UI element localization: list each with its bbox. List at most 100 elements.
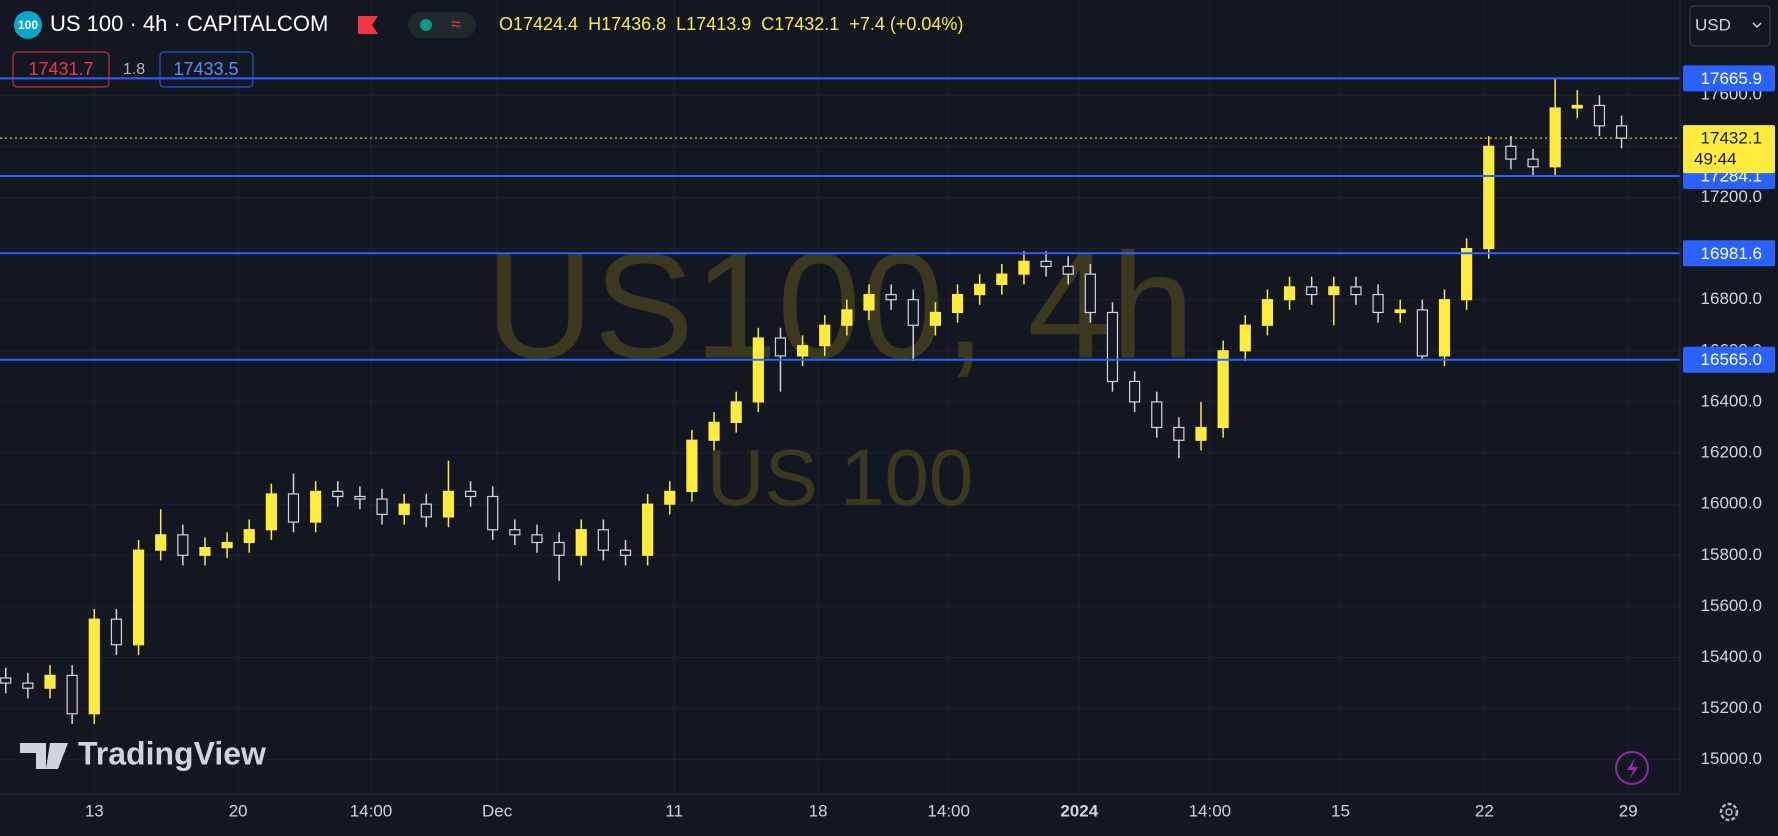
candle-body [132,549,145,646]
sell-button[interactable] [12,51,110,88]
candle-body [398,503,410,515]
buy-button[interactable] [159,51,254,88]
buy-price[interactable]: 17433.5 [173,59,238,79]
candle-body [553,541,565,556]
y-tick-label: 15600.0 [1701,596,1762,615]
candle-body [221,541,233,549]
plot [0,77,1680,724]
lightning-button[interactable] [1615,751,1649,785]
sell-price[interactable]: 17431.7 [28,59,93,79]
candle-body [664,490,676,505]
candle-body [1328,286,1340,296]
candle-body [597,529,609,551]
currency-caret [1752,22,1762,29]
candle-body [1062,265,1074,275]
lightning-icon [1627,758,1638,779]
candle-body [1483,145,1495,250]
candle-body [929,311,941,326]
candle-body [88,618,100,715]
candle-body [1394,309,1406,314]
candle-body [354,495,366,500]
candle-body [22,682,34,689]
level-tag [1683,240,1775,267]
countdown: 49:44 [1694,150,1737,169]
candle-body [376,498,388,515]
settings-button[interactable] [1719,802,1739,822]
candle-body [1350,286,1362,296]
candle-body [619,549,632,556]
logo-dot [53,744,63,754]
candle-body [1549,107,1561,168]
candle-body [1261,299,1274,326]
candle-body [575,529,587,556]
watermark-subtitle: US 100 [707,433,974,522]
watermark-title: US100, 4h [486,222,1195,390]
x-tick-label: 29 [1619,801,1638,820]
candle-body [1593,104,1606,127]
candle-body [907,299,919,326]
ohlc-value: O17424.4 [499,14,578,34]
level-label: 16565.0 [1701,350,1762,369]
y-tick-label: 16400.0 [1701,391,1762,410]
y-tick-label: 17200.0 [1701,187,1762,206]
candle-body [642,503,654,556]
candle-body [1173,426,1185,441]
candle-body [1151,401,1163,429]
candle-body [752,337,764,403]
x-tick-label: 14:00 [1189,801,1232,820]
candle-body [708,421,720,441]
ohlc-value: +7.4 (+0.04%) [849,14,963,34]
candle-body [885,293,897,301]
candle-body [951,293,964,314]
level-label: 17665.9 [1701,69,1762,88]
candle-body [531,534,543,544]
candle-body [243,529,255,544]
currency[interactable]: USD [1695,15,1731,34]
flag-icon[interactable] [358,16,378,34]
candle-body [1040,260,1052,268]
candle-body [420,503,432,518]
y-tick-label: 15800.0 [1701,545,1762,564]
candle-body [1195,426,1207,441]
candle-body [1438,299,1451,357]
candle-body [44,674,56,689]
y-tick-label: 16000.0 [1701,494,1762,513]
candle-body [1239,324,1251,352]
candle-body [1571,104,1583,109]
status-pill[interactable] [408,12,476,38]
x-tick-label: 14:00 [927,801,970,820]
candle-body [1283,286,1296,301]
symbol-title[interactable]: US 100 · 4h · CAPITALCOM [50,11,328,36]
candle-body [310,490,322,523]
candle-body [287,493,300,523]
x-tick-label: 15 [1331,801,1350,820]
ohlc-legend: O17424.4 H17436.8 L17413.9 C17432.1 +7.4 (+0… [499,14,963,34]
candle-body [110,618,123,646]
candle-body [199,547,211,556]
candle-body [155,534,167,551]
candle-body [863,293,875,311]
candle-body [841,309,853,326]
y-tick-label: 15400.0 [1701,647,1762,666]
candle-body [1106,311,1119,383]
candle-body [819,324,831,347]
candle-body [730,401,742,423]
y-tick-label: 16800.0 [1701,289,1762,308]
badge-text: 100 [18,18,38,32]
candle-body [265,493,277,531]
candle-body [1018,260,1030,275]
x-tick-label: 13 [85,801,104,820]
y-tick-label: 16200.0 [1701,443,1762,462]
ohlc-value: H17436.8 [588,14,666,34]
currency-button[interactable] [1689,5,1771,47]
ohlc-value: L17413.9 [676,14,751,34]
y-tick-label: 15000.0 [1701,749,1762,768]
candle-body [686,439,698,492]
candle-body [1306,286,1318,296]
candle-body [1372,293,1384,314]
level-tag [1683,65,1775,92]
y-tick-label: 15200.0 [1701,698,1762,717]
